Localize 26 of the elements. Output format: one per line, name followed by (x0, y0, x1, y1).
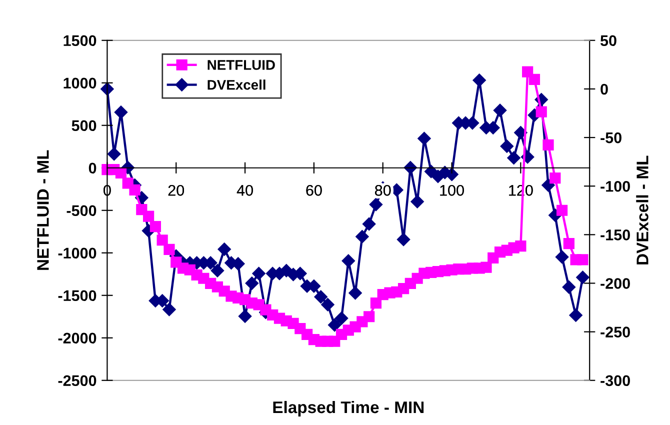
x-tick-label: 40 (236, 184, 253, 196)
y-tick-label: -1500 (58, 290, 96, 302)
y-tick-label: 1500 (64, 35, 96, 46)
y-tick-label: 500 (72, 120, 96, 132)
y-axis-title: NETFLUID - ML (37, 150, 49, 270)
y2-tick-label: -50 (600, 132, 622, 144)
x-tick-label: 60 (306, 184, 322, 196)
y2-tick-label: 50 (600, 35, 616, 46)
legend-label: NETFLUID (208, 60, 275, 70)
x-tick-label: 100 (440, 184, 464, 196)
y2-tick-label: -300 (600, 375, 630, 386)
x-axis-title: Elapsed Time - MIN (273, 400, 424, 416)
y-tick-label: 1000 (64, 78, 96, 89)
y2-tick-label: -200 (600, 278, 630, 289)
y2-tick-label: 0 (600, 84, 608, 95)
y-tick-label: -2500 (58, 375, 96, 386)
y2-axis-title: DVExcell - ML (636, 156, 648, 264)
y2-tick-label: -100 (600, 180, 630, 192)
legend-label: DVExcell (208, 80, 266, 90)
y2-tick-label: -250 (600, 326, 630, 338)
y-tick-label: -500 (66, 205, 96, 216)
y-tick-label: -2000 (58, 332, 96, 344)
x-tick-label: 20 (168, 184, 184, 196)
y-tick-label: 0 (88, 162, 96, 174)
y-tick-label: -1000 (58, 248, 96, 259)
y2-tick-label: -150 (600, 230, 630, 240)
